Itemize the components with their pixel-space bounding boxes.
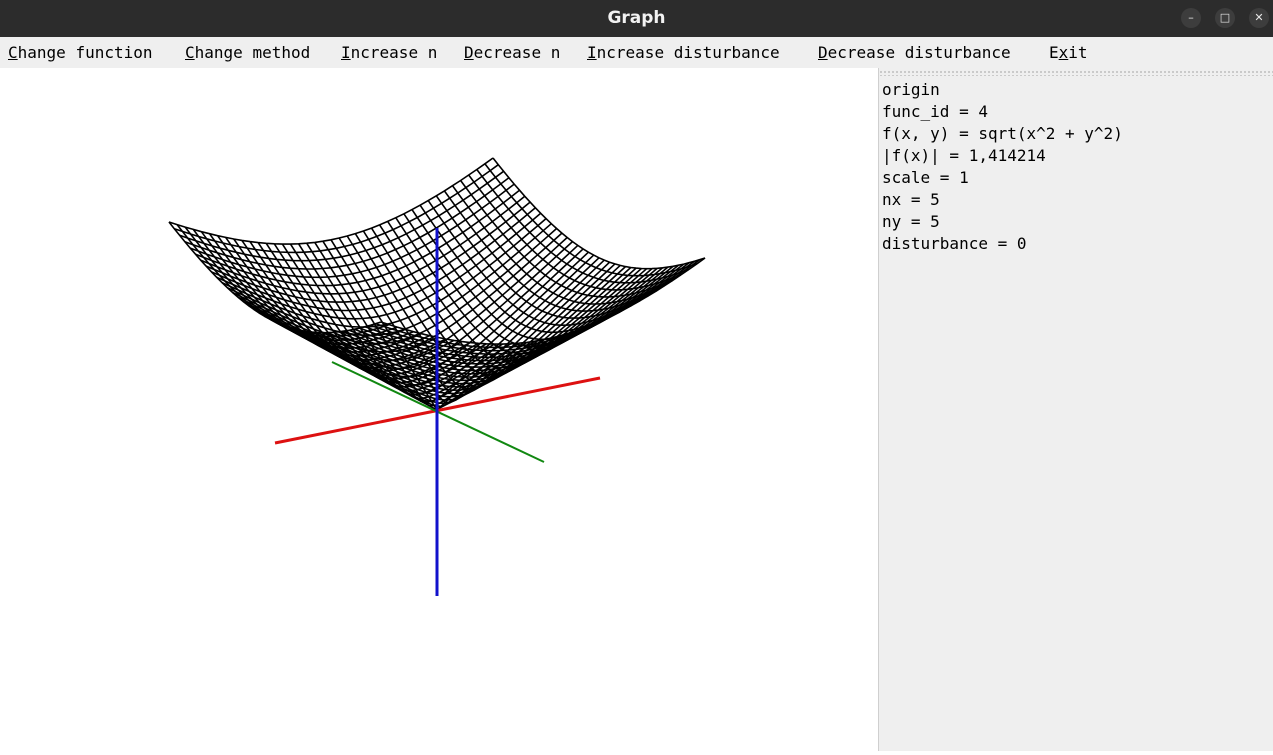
mesh-line-y: [327, 267, 653, 378]
mesh-line-y: [354, 264, 679, 362]
info-ny: ny = 5: [882, 212, 940, 231]
mesh-line-y: [322, 268, 648, 382]
mesh-line-y: [380, 257, 706, 345]
mesh-line-x: [492, 157, 706, 270]
info-norm: |f(x)| = 1,414214: [882, 146, 1046, 165]
info-panel: origin func_id = 4 f(x, y) = sqrt(x^2 + …: [878, 68, 1273, 751]
mesh-line-x: [476, 169, 690, 284]
info-func-id: func_id = 4: [882, 102, 988, 121]
surface-mesh: [168, 157, 706, 412]
menu-bar: Change function Change method Increase n…: [0, 37, 1273, 68]
mesh-line-y: [285, 261, 611, 405]
close-button[interactable]: ✕: [1249, 8, 1269, 28]
mesh-line-y: [311, 267, 637, 388]
minimize-button[interactable]: –: [1181, 8, 1201, 28]
menu-change-function[interactable]: Change function: [8, 43, 153, 62]
surface-plot: [168, 157, 706, 596]
menu-exit[interactable]: Exit: [1049, 43, 1088, 62]
menu-decrease-disturbance[interactable]: Decrease disturbance: [818, 43, 1011, 62]
mesh-line-y: [279, 259, 605, 408]
mesh-line-y: [295, 264, 621, 398]
mesh-line-x: [459, 180, 673, 298]
mesh-line-y: [364, 262, 690, 355]
window-title: Graph: [607, 8, 666, 28]
mesh-line-x: [484, 163, 698, 277]
maximize-button[interactable]: □: [1215, 8, 1235, 28]
mesh-line-y: [359, 263, 685, 359]
menu-increase-disturbance[interactable]: Increase disturbance: [587, 43, 780, 62]
mesh-line-y: [338, 267, 664, 372]
mesh-line-y: [306, 266, 632, 392]
mesh-line-x: [443, 190, 657, 312]
mesh-line-y: [332, 267, 658, 375]
menu-change-method[interactable]: Change method: [185, 43, 311, 62]
panel-resize-grip[interactable]: [879, 70, 1273, 76]
info-method: origin: [882, 80, 940, 99]
mesh-line-y: [290, 263, 616, 401]
mesh-line-x: [468, 174, 681, 291]
menu-increase-n[interactable]: Increase n: [341, 43, 438, 62]
window-titlebar[interactable]: Graph – □ ✕: [0, 0, 1273, 37]
menu-decrease-n[interactable]: Decrease n: [464, 43, 561, 62]
info-nx: nx = 5: [882, 190, 940, 209]
info-formula: f(x, y) = sqrt(x^2 + y^2): [882, 124, 1123, 143]
plot-canvas[interactable]: [0, 68, 878, 751]
mesh-line-y: [348, 265, 674, 365]
info-disturbance: disturbance = 0: [882, 234, 1027, 253]
mesh-line-x: [451, 185, 665, 305]
mesh-line-y: [301, 266, 627, 395]
mesh-line-y: [317, 267, 642, 385]
info-scale: scale = 1: [882, 168, 969, 187]
mesh-line-y: [343, 266, 669, 368]
